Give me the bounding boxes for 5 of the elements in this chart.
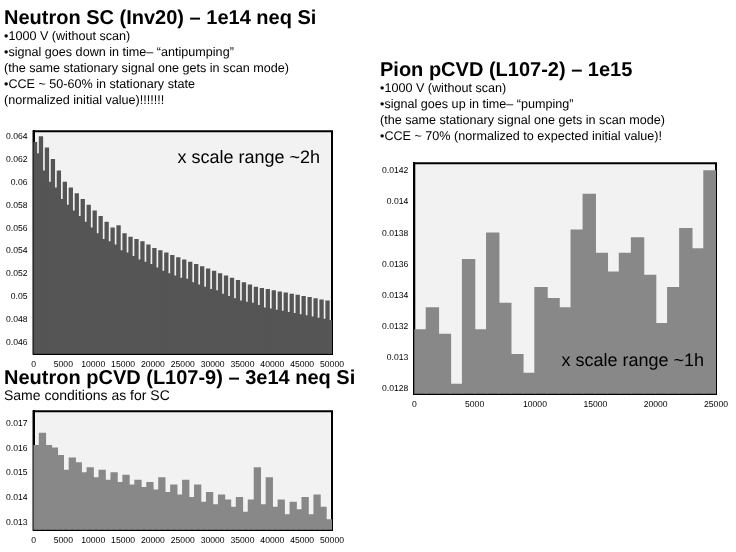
chart-title: Neutron SC (Inv20) – 1e14 neq Si	[4, 8, 317, 30]
chart-title: Pion pCVD (L107-2) – 1e15	[380, 60, 635, 82]
annotation: x scale range ~2h	[177, 147, 320, 168]
chart-title: Neutron pCVD (L107-9) – 3e14 neq Si	[4, 368, 356, 390]
annotation: x scale range ~1h	[561, 349, 704, 370]
